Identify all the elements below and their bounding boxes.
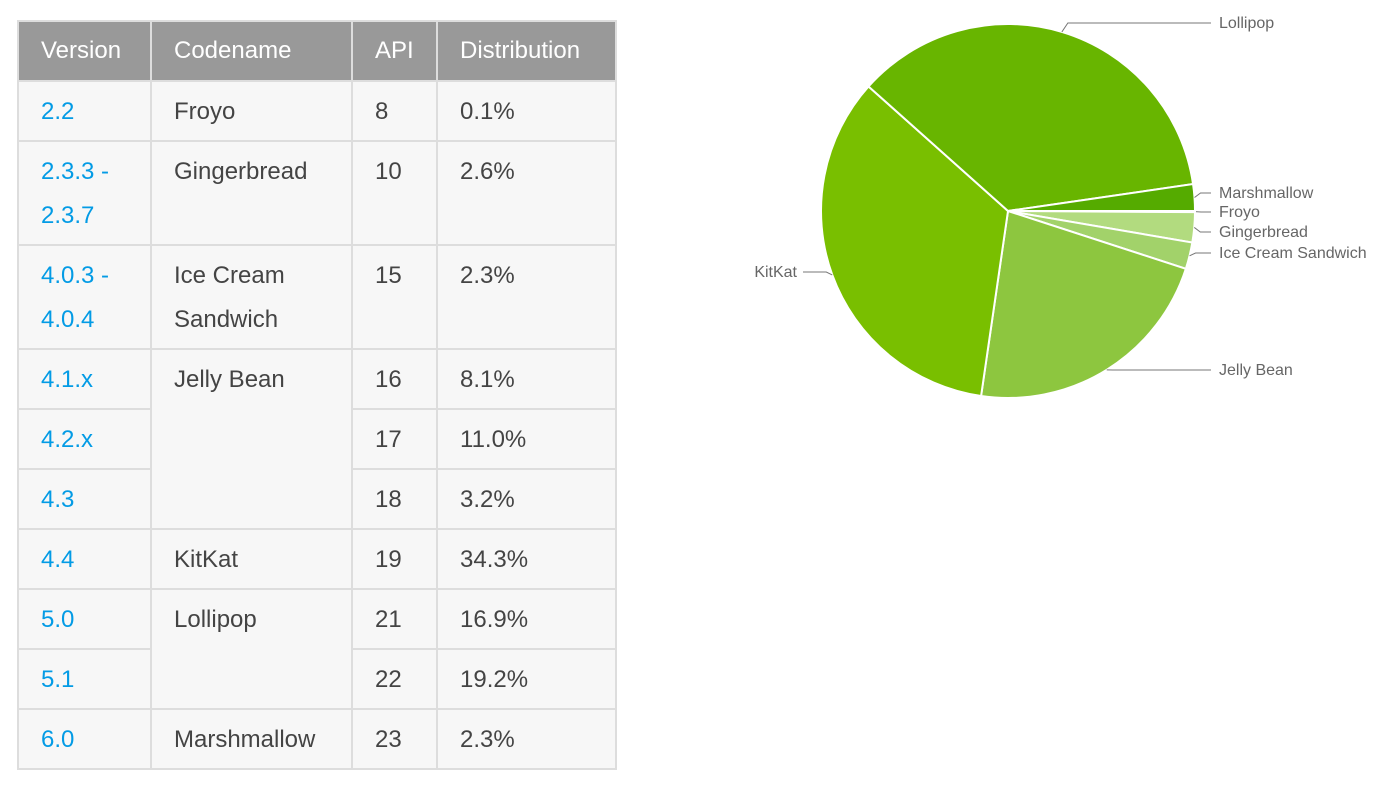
pie-slice-lollipop — [867, 23, 1195, 213]
codename-cell: Ice Cream Sandwich — [150, 244, 353, 350]
pie-slice-jelly-bean — [979, 209, 1188, 399]
api-cell: 21 — [351, 588, 438, 650]
leader-line — [1189, 252, 1211, 257]
version-link[interactable]: 4.2.x — [17, 408, 152, 470]
column-header: API — [351, 20, 438, 82]
distribution-cell: 3.2% — [436, 468, 617, 530]
distribution-cell: 34.3% — [436, 528, 617, 590]
slice-label: Lollipop — [1219, 15, 1274, 32]
codename-cell: Gingerbread — [150, 140, 353, 246]
api-cell: 16 — [351, 348, 438, 410]
distribution-cell: 0.1% — [436, 80, 617, 142]
column-header: Distribution — [436, 20, 617, 82]
leader-line — [1194, 192, 1211, 198]
slice-label: Froyo — [1219, 204, 1260, 221]
table-row: 4.2.x 17 11.0% — [17, 408, 617, 470]
version-link[interactable]: 2.2 — [17, 80, 152, 142]
table-row: 5.0 Lollipop 21 16.9% — [17, 588, 617, 710]
version-link[interactable]: 5.1 — [17, 648, 152, 710]
table-row: 2.2 Froyo 8 0.1% — [17, 80, 617, 142]
column-header: Codename — [150, 20, 353, 82]
distribution-cell: 11.0% — [436, 408, 617, 470]
version-link[interactable]: 6.0 — [17, 708, 152, 770]
slice-label: Marshmallow — [1219, 185, 1314, 202]
api-cell: 17 — [351, 408, 438, 470]
leader-line — [803, 271, 833, 276]
table-row: 6.0 Marshmallow 23 2.3% — [17, 708, 617, 770]
api-cell: 23 — [351, 708, 438, 770]
slice-label: Gingerbread — [1219, 224, 1308, 241]
api-cell: 8 — [351, 80, 438, 142]
leader-line — [1193, 227, 1211, 233]
table-row: 4.0.3 - 4.0.4 Ice Cream Sandwich 15 2.3% — [17, 244, 617, 350]
table-row: 4.1.x Jelly Bean 16 8.1% — [17, 348, 617, 530]
table-header-row: Version Codename API Distribution — [17, 20, 617, 82]
version-link[interactable]: 5.0 — [17, 588, 152, 650]
api-cell: 10 — [351, 140, 438, 246]
api-cell: 22 — [351, 648, 438, 710]
api-cell: 19 — [351, 528, 438, 590]
slice-label: Jelly Bean — [1219, 362, 1293, 379]
column-header: Version — [17, 20, 152, 82]
table-row: 4.4 KitKat 19 34.3% — [17, 528, 617, 590]
api-cell: 18 — [351, 468, 438, 530]
version-link[interactable]: 4.4 — [17, 528, 152, 590]
codename-cell: Jelly Bean — [150, 348, 353, 530]
version-link[interactable]: 4.3 — [17, 468, 152, 530]
distribution-cell: 2.3% — [436, 708, 617, 770]
version-link[interactable]: 2.3.3 - 2.3.7 — [17, 140, 152, 246]
version-link[interactable]: 4.0.3 - 4.0.4 — [17, 244, 152, 350]
distribution-cell: 2.3% — [436, 244, 617, 350]
leader-line — [1061, 22, 1211, 33]
codename-cell: KitKat — [150, 528, 353, 590]
distribution-cell: 19.2% — [436, 648, 617, 710]
codename-cell: Froyo — [150, 80, 353, 142]
api-cell: 15 — [351, 244, 438, 350]
codename-cell: Lollipop — [150, 588, 353, 710]
slice-label: Ice Cream Sandwich — [1219, 245, 1367, 262]
codename-cell: Marshmallow — [150, 708, 353, 770]
distribution-table: Version Codename API Distribution 2.2 Froyo 8… — [17, 20, 617, 770]
distribution-cell: 8.1% — [436, 348, 617, 410]
table-row: 2.3.3 - 2.3.7 Gingerbread 10 2.6% — [17, 140, 617, 246]
version-link[interactable]: 4.1.x — [17, 348, 152, 410]
table-row: 4.3 18 3.2% — [17, 468, 617, 530]
table-row: 5.1 22 19.2% — [17, 648, 617, 710]
pie-slice-marshmallow — [1007, 182, 1197, 212]
distribution-cell: 2.6% — [436, 140, 617, 246]
distribution-cell: 16.9% — [436, 588, 617, 650]
slice-label: KitKat — [754, 264, 797, 281]
